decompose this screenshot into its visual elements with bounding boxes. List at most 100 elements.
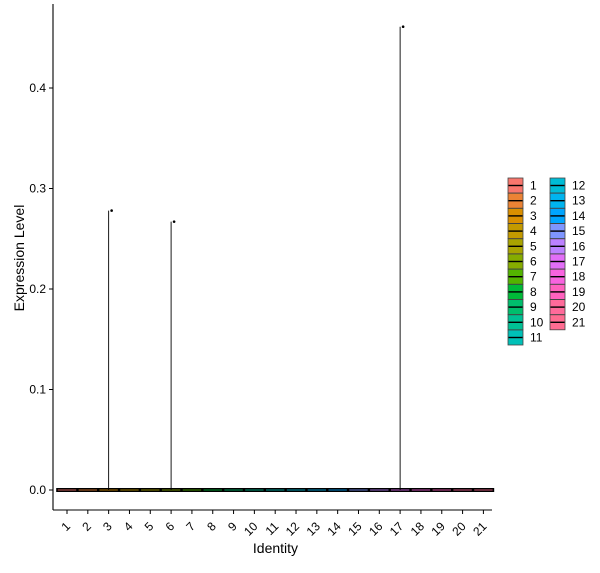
x-tick-label: 8 xyxy=(204,519,219,534)
violin-10 xyxy=(243,487,266,492)
violin-16 xyxy=(368,487,391,492)
x-tick-label: 10 xyxy=(241,519,261,539)
violin-body-20 xyxy=(451,487,474,492)
legend-label-17: 17 xyxy=(572,255,586,269)
legend-item-2: 2 xyxy=(507,192,537,209)
data-point-6 xyxy=(172,220,176,223)
violin-body-5 xyxy=(139,487,162,492)
x-tick-label: 20 xyxy=(449,519,469,539)
legend-item-18: 18 xyxy=(549,268,586,285)
legend-item-6: 6 xyxy=(507,253,537,270)
legend-label-12: 12 xyxy=(572,179,586,193)
violin-body-15 xyxy=(347,487,370,492)
violin-3 xyxy=(97,210,120,492)
legend-item-11: 11 xyxy=(507,329,543,346)
violin-12 xyxy=(285,487,307,492)
violin-11 xyxy=(264,487,287,492)
violin-19 xyxy=(430,487,453,492)
violin-6 xyxy=(160,221,182,492)
legend-label-14: 14 xyxy=(572,209,586,223)
legend-item-20: 20 xyxy=(549,299,586,316)
legend-item-15: 15 xyxy=(549,223,586,240)
legend-item-5: 5 xyxy=(507,238,537,255)
violin-14 xyxy=(326,487,349,492)
x-axis-title: Identity xyxy=(253,540,298,556)
violin-body-13 xyxy=(306,487,328,492)
legend-label-8: 8 xyxy=(530,285,537,299)
legend-label-19: 19 xyxy=(572,285,586,299)
violin-body-1 xyxy=(56,487,78,492)
violin-body-19 xyxy=(430,487,453,492)
x-tick-label: 7 xyxy=(183,519,198,534)
legend-label-21: 21 xyxy=(572,315,586,329)
x-tick-label: 17 xyxy=(387,519,407,539)
legend-item-19: 19 xyxy=(549,283,586,300)
x-tick-label: 16 xyxy=(366,519,386,539)
x-tick-label: 12 xyxy=(283,519,303,539)
legend-label-15: 15 xyxy=(572,224,586,238)
legend-label-13: 13 xyxy=(572,194,586,208)
y-tick-label: 0.4 xyxy=(29,81,46,95)
x-tick-label: 11 xyxy=(263,519,282,538)
violin-body-18 xyxy=(410,487,432,492)
x-tick-label: 14 xyxy=(324,519,344,539)
x-tick-label: 1 xyxy=(58,519,73,534)
legend-label-20: 20 xyxy=(572,300,586,314)
x-tick-label: 6 xyxy=(163,519,178,534)
axes: 0.00.10.20.30.41 2 3 4 5 6 7 8 9 10 11 12 13 14 15 16 17… xyxy=(11,4,492,556)
x-tick-label: 15 xyxy=(345,519,365,539)
x-tick-label: 19 xyxy=(429,519,449,539)
violin-body-9 xyxy=(222,487,245,492)
x-tick-label: 21 xyxy=(470,519,490,539)
y-axis-title: Expression Level xyxy=(11,205,27,312)
legend-item-8: 8 xyxy=(507,283,537,300)
legend-item-17: 17 xyxy=(549,253,586,270)
legend-item-12: 12 xyxy=(549,177,586,194)
violin-13 xyxy=(306,487,328,492)
legend-item-14: 14 xyxy=(549,207,586,224)
plot-area xyxy=(56,25,495,492)
data-point-17 xyxy=(401,25,405,28)
legend-item-3: 3 xyxy=(507,207,537,224)
x-tick-label: 2 xyxy=(79,519,94,534)
violin-body-21 xyxy=(472,487,495,492)
violin-body-4 xyxy=(118,487,141,492)
legend-item-7: 7 xyxy=(507,268,537,285)
violin-body-16 xyxy=(368,487,391,492)
legend-item-9: 9 xyxy=(507,299,537,316)
violin-15 xyxy=(347,487,370,492)
legend-label-10: 10 xyxy=(530,315,544,329)
violin-body-11 xyxy=(264,487,287,492)
x-tick-label: 13 xyxy=(304,519,324,539)
legend-item-13: 13 xyxy=(549,192,586,209)
legend-label-2: 2 xyxy=(530,194,537,208)
violin-21 xyxy=(472,487,495,492)
violin-7 xyxy=(181,487,203,492)
violin-body-14 xyxy=(326,487,349,492)
legend-item-16: 16 xyxy=(549,238,586,255)
violin-body-12 xyxy=(285,487,307,492)
violin-8 xyxy=(201,487,224,492)
violin-body-2 xyxy=(77,487,99,492)
violin-2 xyxy=(77,487,99,492)
violin-20 xyxy=(451,487,474,492)
legend-label-4: 4 xyxy=(530,224,537,238)
legend-label-6: 6 xyxy=(530,255,537,269)
x-tick-label: 9 xyxy=(225,519,240,534)
y-tick-label: 0.0 xyxy=(29,483,46,497)
data-point-3 xyxy=(110,209,113,212)
violin-1 xyxy=(56,487,78,492)
legend-item-1: 1 xyxy=(507,177,537,194)
violin-body-8 xyxy=(201,487,224,492)
violin-body-7 xyxy=(181,487,203,492)
x-tick-label: 5 xyxy=(142,519,157,534)
x-tick-label: 18 xyxy=(408,519,428,539)
y-tick-label: 0.2 xyxy=(29,282,46,296)
violin-9 xyxy=(222,487,245,492)
legend-label-7: 7 xyxy=(530,270,537,284)
legend-label-1: 1 xyxy=(530,179,537,193)
legend-label-16: 16 xyxy=(572,239,586,253)
x-tick-label: 4 xyxy=(121,519,136,534)
